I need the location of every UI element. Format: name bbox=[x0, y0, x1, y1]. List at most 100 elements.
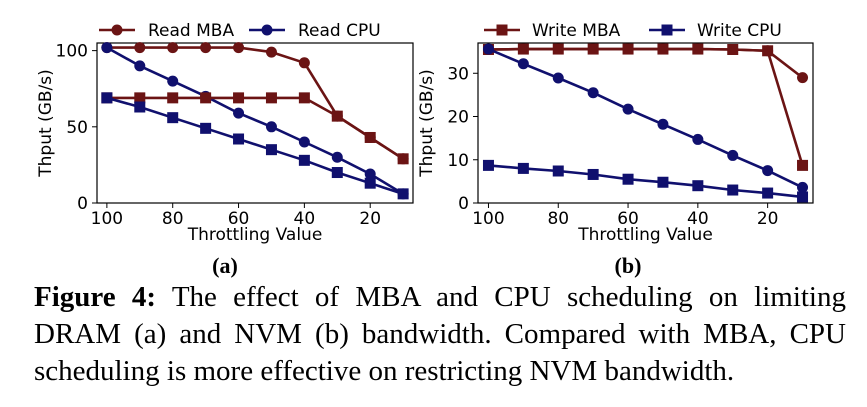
x-tick-label: 100 bbox=[472, 209, 504, 229]
data-point bbox=[265, 46, 277, 58]
chart-panel-a: 100 80 60 40 20 0 50 100 Throttling Value Thput (… bbox=[36, 21, 414, 278]
series-line bbox=[106, 46, 404, 196]
plot-frame bbox=[477, 42, 814, 204]
data-point bbox=[587, 87, 599, 99]
data-point bbox=[167, 75, 179, 87]
data-point bbox=[622, 103, 634, 115]
data-point bbox=[517, 43, 529, 55]
data-point bbox=[134, 92, 146, 104]
plot-frame bbox=[96, 42, 414, 204]
data-point bbox=[167, 112, 179, 124]
data-point bbox=[101, 42, 113, 54]
data-point bbox=[331, 151, 343, 163]
data-point bbox=[552, 43, 564, 55]
y-axis-label: Thput (GB/s) bbox=[36, 69, 56, 177]
data-point bbox=[622, 43, 634, 55]
data-point bbox=[587, 43, 599, 55]
data-point bbox=[265, 121, 277, 133]
series-line bbox=[487, 47, 804, 189]
series-line bbox=[106, 46, 404, 160]
data-point bbox=[233, 92, 245, 104]
data-point bbox=[692, 180, 704, 192]
data-point bbox=[797, 191, 809, 203]
series-line bbox=[488, 164, 803, 199]
data-point bbox=[265, 144, 277, 156]
x-tick-label: 60 bbox=[228, 209, 250, 229]
data-point bbox=[762, 165, 774, 177]
data-point bbox=[364, 177, 376, 189]
data-point bbox=[727, 149, 739, 161]
series-line bbox=[488, 47, 804, 79]
legend-marker bbox=[111, 24, 123, 36]
panel-label: (b) bbox=[615, 253, 642, 278]
data-point bbox=[134, 60, 146, 72]
data-point bbox=[692, 43, 704, 55]
data-point bbox=[200, 92, 212, 104]
legend-marker bbox=[661, 24, 673, 36]
x-axis-label: Throttling Value bbox=[577, 225, 713, 245]
figure-caption: Figure 4: The effect of MBA and CPU sche… bbox=[34, 279, 846, 390]
data-point bbox=[657, 176, 669, 188]
data-point bbox=[397, 153, 409, 165]
x-tick-label: 60 bbox=[617, 209, 639, 229]
x-tick-label: 40 bbox=[294, 209, 316, 229]
x-tick-label: 40 bbox=[687, 209, 709, 229]
data-point bbox=[482, 43, 494, 55]
data-point bbox=[622, 173, 634, 185]
data-point bbox=[657, 43, 669, 55]
data-point bbox=[298, 154, 310, 166]
chart-panel-b: 100 80 60 40 20 0 10 20 30 Throttling Value Thput … bbox=[417, 21, 814, 278]
caption-label: Figure 4: bbox=[34, 281, 157, 313]
data-point bbox=[134, 101, 146, 113]
data-point bbox=[552, 72, 564, 84]
data-point bbox=[167, 92, 179, 104]
y-tick-label: 30 bbox=[447, 64, 469, 84]
data-point bbox=[797, 159, 809, 171]
data-point bbox=[797, 181, 809, 193]
data-point bbox=[482, 159, 494, 171]
data-point bbox=[298, 136, 310, 148]
y-tick-label: 100 bbox=[56, 42, 88, 62]
data-point bbox=[200, 42, 212, 54]
legend-label: Write MBA bbox=[532, 21, 621, 41]
x-tick-label: 20 bbox=[757, 209, 779, 229]
x-tick-label: 20 bbox=[359, 209, 381, 229]
data-point bbox=[134, 42, 146, 54]
data-point bbox=[692, 133, 704, 145]
data-point bbox=[517, 58, 529, 70]
legend-marker bbox=[261, 24, 273, 36]
data-point bbox=[364, 168, 376, 180]
y-tick-label: 10 bbox=[447, 151, 469, 171]
data-point bbox=[298, 57, 310, 69]
data-point bbox=[167, 42, 179, 54]
x-tick-label: 80 bbox=[547, 209, 569, 229]
data-point bbox=[233, 42, 245, 54]
data-point bbox=[331, 110, 343, 122]
legend-label: Read MBA bbox=[148, 21, 234, 41]
y-tick-label: 50 bbox=[66, 118, 88, 138]
y-tick-label: 20 bbox=[447, 108, 469, 128]
y-tick-label: 0 bbox=[458, 194, 469, 214]
data-point bbox=[200, 122, 212, 134]
data-point bbox=[762, 45, 774, 57]
data-point bbox=[233, 107, 245, 119]
series-line bbox=[106, 96, 404, 196]
panel-label: (a) bbox=[212, 253, 238, 278]
series-line bbox=[106, 96, 404, 160]
data-point bbox=[657, 118, 669, 130]
x-tick-label: 100 bbox=[91, 209, 123, 229]
y-tick-label: 0 bbox=[77, 194, 88, 214]
data-point bbox=[552, 165, 564, 177]
data-point bbox=[233, 133, 245, 145]
data-point bbox=[298, 92, 310, 104]
series-line bbox=[488, 47, 804, 166]
data-point bbox=[727, 184, 739, 196]
legend-label: Read CPU bbox=[298, 21, 381, 41]
data-point bbox=[364, 131, 376, 143]
data-point bbox=[797, 72, 809, 84]
data-point bbox=[517, 162, 529, 174]
data-point bbox=[331, 167, 343, 179]
data-point bbox=[762, 187, 774, 199]
x-tick-label: 80 bbox=[162, 209, 184, 229]
